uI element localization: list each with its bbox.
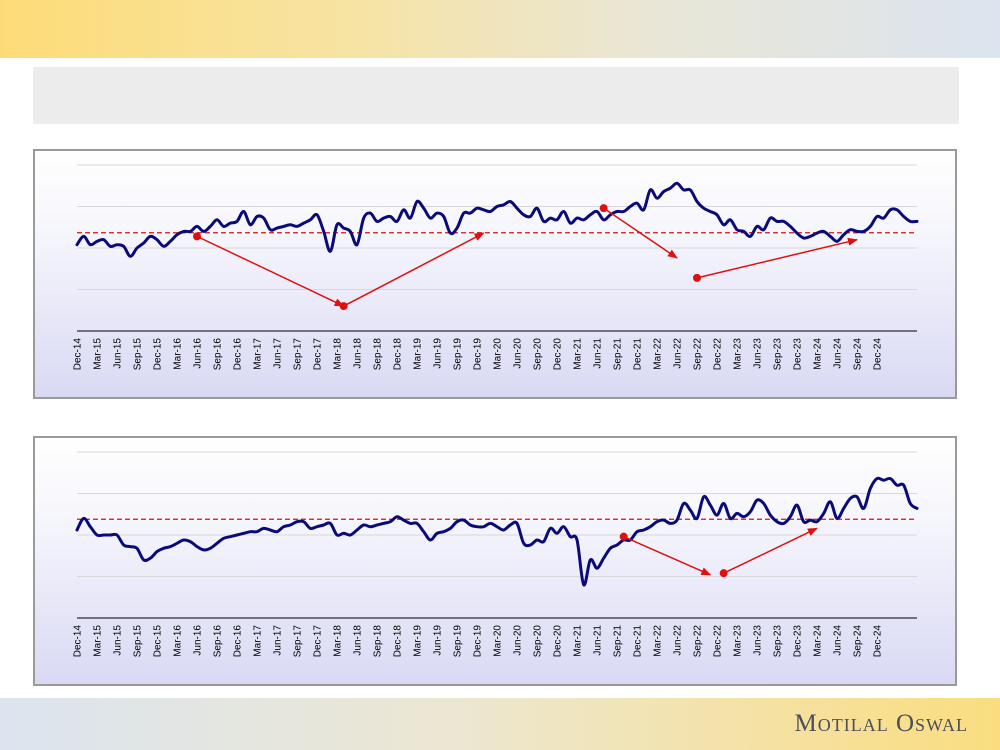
trend-arrow bbox=[603, 207, 678, 259]
x-tick-label: Mar-16 bbox=[173, 625, 184, 657]
x-tick-label: Jun-23 bbox=[753, 625, 764, 656]
x-tick-label: Dec-18 bbox=[393, 625, 404, 658]
x-tick-label: Mar-17 bbox=[253, 338, 264, 370]
x-tick-label: Mar-20 bbox=[493, 338, 504, 370]
x-tick-label: Jun-24 bbox=[833, 338, 844, 369]
x-tick-label: Dec-22 bbox=[713, 625, 724, 658]
line-chart-2: Dec-14 Mar-15 Jun-15 Sep-15 Dec-15 Mar-16 Jun-… bbox=[73, 451, 919, 658]
trend-arrow bbox=[723, 527, 818, 574]
trend-arrow bbox=[623, 535, 712, 576]
brand-logo-text: Motilal Oswal bbox=[794, 710, 968, 737]
x-tick-label: Mar-20 bbox=[493, 625, 504, 657]
trend-arrow-start-dot bbox=[693, 273, 701, 282]
series-line bbox=[75, 181, 919, 258]
x-tick-label: Mar-22 bbox=[653, 625, 664, 657]
x-tick-label: Mar-23 bbox=[733, 338, 744, 370]
x-tick-label: Jun-20 bbox=[513, 338, 524, 369]
x-tick-label: Dec-17 bbox=[313, 625, 324, 658]
x-tick-label: Mar-17 bbox=[253, 625, 264, 657]
x-tick-label: Dec-20 bbox=[553, 625, 564, 658]
x-tick-label: Jun-15 bbox=[113, 338, 124, 369]
x-tick-label: Mar-19 bbox=[413, 625, 424, 657]
trend-arrow bbox=[196, 235, 345, 307]
x-tick-label: Mar-16 bbox=[173, 338, 184, 370]
x-tick-label: Jun-22 bbox=[673, 338, 684, 369]
x-tick-label: Mar-24 bbox=[813, 338, 824, 370]
x-tick-label: Mar-18 bbox=[333, 625, 344, 657]
x-tick-label: Dec-22 bbox=[713, 338, 724, 371]
chart-panel-1: Dec-14 Mar-15 Jun-15 Sep-15 Dec-15 Mar-16 Jun-… bbox=[33, 149, 957, 399]
x-tick-label: Jun-21 bbox=[593, 625, 604, 656]
x-tick-label: Mar-21 bbox=[573, 338, 584, 370]
x-tick-label: Sep-15 bbox=[133, 625, 144, 658]
x-tick-label: Jun-19 bbox=[433, 625, 444, 656]
x-tick-label: Jun-18 bbox=[353, 338, 364, 369]
x-tick-label: Sep-22 bbox=[693, 338, 704, 371]
x-tick-label: Jun-23 bbox=[753, 338, 764, 369]
header-band bbox=[0, 0, 1000, 58]
x-tick-label: Jun-21 bbox=[593, 338, 604, 369]
x-tick-label: Sep-21 bbox=[613, 338, 624, 371]
x-tick-label: Sep-19 bbox=[453, 338, 464, 371]
x-tick-label: Dec-18 bbox=[393, 338, 404, 371]
x-tick-label: Jun-17 bbox=[273, 338, 284, 369]
x-tick-label: Sep-24 bbox=[853, 625, 864, 658]
trend-arrow bbox=[696, 237, 858, 279]
x-tick-label: Dec-16 bbox=[233, 338, 244, 371]
x-tick-label: Sep-17 bbox=[293, 625, 304, 658]
x-tick-label: Mar-22 bbox=[653, 338, 664, 370]
x-tick-label: Sep-20 bbox=[533, 625, 544, 658]
trend-arrow bbox=[343, 232, 485, 307]
x-tick-label: Jun-19 bbox=[433, 338, 444, 369]
x-tick-label: Sep-17 bbox=[293, 338, 304, 371]
x-tick-label: Dec-23 bbox=[793, 338, 804, 371]
x-tick-label: Mar-18 bbox=[333, 338, 344, 370]
x-tick-label: Sep-15 bbox=[133, 338, 144, 371]
x-tick-label: Dec-20 bbox=[553, 338, 564, 371]
x-tick-label: Dec-17 bbox=[313, 338, 324, 371]
slide-title-box bbox=[33, 67, 959, 124]
x-tick-label: Sep-24 bbox=[853, 338, 864, 371]
x-tick-label: Dec-19 bbox=[473, 625, 484, 658]
x-tick-label: Dec-16 bbox=[233, 625, 244, 658]
x-tick-label: Mar-23 bbox=[733, 625, 744, 657]
x-tick-label: Sep-21 bbox=[613, 625, 624, 658]
x-tick-label: Mar-15 bbox=[93, 338, 104, 370]
x-tick-label: Mar-19 bbox=[413, 338, 424, 370]
x-tick-label: Dec-14 bbox=[73, 338, 84, 371]
x-tick-label: Jun-18 bbox=[353, 625, 364, 656]
x-tick-label: Jun-16 bbox=[193, 625, 204, 656]
x-tick-label: Mar-24 bbox=[813, 625, 824, 657]
footer-band bbox=[0, 698, 1000, 750]
x-tick-label: Jun-22 bbox=[673, 625, 684, 656]
x-tick-label: Mar-15 bbox=[93, 625, 104, 657]
chart-panel-2: Dec-14 Mar-15 Jun-15 Sep-15 Dec-15 Mar-16 Jun-… bbox=[33, 436, 957, 686]
x-tick-label: Jun-15 bbox=[113, 625, 124, 656]
x-tick-label: Dec-24 bbox=[873, 625, 884, 658]
x-tick-label: Jun-16 bbox=[193, 338, 204, 369]
x-tick-label: Sep-23 bbox=[773, 625, 784, 658]
x-tick-label: Sep-16 bbox=[213, 625, 224, 658]
x-tick-label: Sep-23 bbox=[773, 338, 784, 371]
x-tick-label: Jun-24 bbox=[833, 625, 844, 656]
x-tick-label: Dec-21 bbox=[633, 338, 644, 371]
x-tick-label: Jun-17 bbox=[273, 625, 284, 656]
x-tick-label: Sep-19 bbox=[453, 625, 464, 658]
x-tick-label: Sep-16 bbox=[213, 338, 224, 371]
x-tick-label: Dec-23 bbox=[793, 625, 804, 658]
x-tick-label: Mar-21 bbox=[573, 625, 584, 657]
x-tick-label: Sep-22 bbox=[693, 625, 704, 658]
x-tick-label: Dec-24 bbox=[873, 338, 884, 371]
x-tick-label: Jun-20 bbox=[513, 625, 524, 656]
x-tick-label: Dec-15 bbox=[153, 338, 164, 371]
x-tick-label: Sep-20 bbox=[533, 338, 544, 371]
series-line bbox=[75, 476, 919, 587]
x-tick-label: Sep-18 bbox=[373, 338, 384, 371]
x-tick-label: Dec-15 bbox=[153, 625, 164, 658]
line-chart-1: Dec-14 Mar-15 Jun-15 Sep-15 Dec-15 Mar-16 Jun-… bbox=[73, 164, 919, 371]
x-tick-label: Dec-14 bbox=[73, 625, 84, 658]
x-tick-label: Dec-21 bbox=[633, 625, 644, 658]
x-tick-label: Sep-18 bbox=[373, 625, 384, 658]
x-tick-label: Dec-19 bbox=[473, 338, 484, 371]
